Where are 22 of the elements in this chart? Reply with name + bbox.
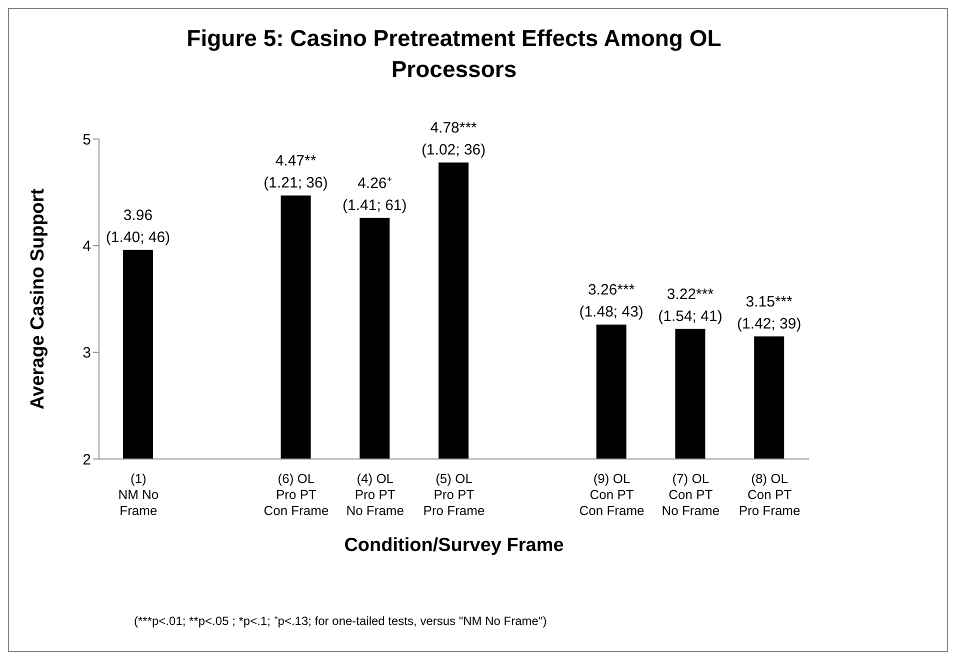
- x-tick-label: (1) NM No Frame: [118, 471, 159, 518]
- x-tick-label: (7) OL Con PT No Frame: [662, 471, 720, 518]
- y-tick-label: 5: [82, 131, 91, 148]
- x-tick-label: (5) OL Pro PT Pro Frame: [423, 471, 485, 518]
- chart-title: Figure 5: Casino Pretreatment Effects Among OL Processors: [186, 24, 722, 84]
- data-label: 3.96 (1.40; 46): [106, 206, 170, 246]
- data-label: 3.26*** (1.48; 43): [579, 282, 644, 321]
- data-label: 4.78*** (1.02; 36): [421, 119, 486, 158]
- x-tick-label: (4) OL Pro PT No Frame: [346, 471, 404, 518]
- y-tick-label: 3: [82, 344, 91, 362]
- data-label: 4.47** (1.21; 36): [264, 152, 328, 192]
- data-label: 3.15*** (1.42; 39): [737, 293, 802, 332]
- x-tick-label: (8) OL Con PT Pro Frame: [738, 471, 800, 518]
- y-axis-title: Average Casino Support: [28, 188, 49, 410]
- x-axis-title: Condition/Survey Frame: [344, 535, 564, 556]
- data-label: 4.26⁺ (1.41; 61): [342, 174, 407, 214]
- x-tick-label: (9) OL Con PT Con Frame: [579, 471, 644, 518]
- data-label: 3.22*** (1.54; 41): [658, 286, 722, 325]
- text: (***p<.01; **p<.05 ; *p<.1; ⁺p<.13; for one-tailed tests, versus "NM No Frame"): [134, 613, 547, 629]
- x-tick-label: (6) OL Pro PT Con Frame: [264, 471, 329, 518]
- y-tick-label: 4: [82, 238, 91, 255]
- y-tick-label: 2: [82, 451, 91, 468]
